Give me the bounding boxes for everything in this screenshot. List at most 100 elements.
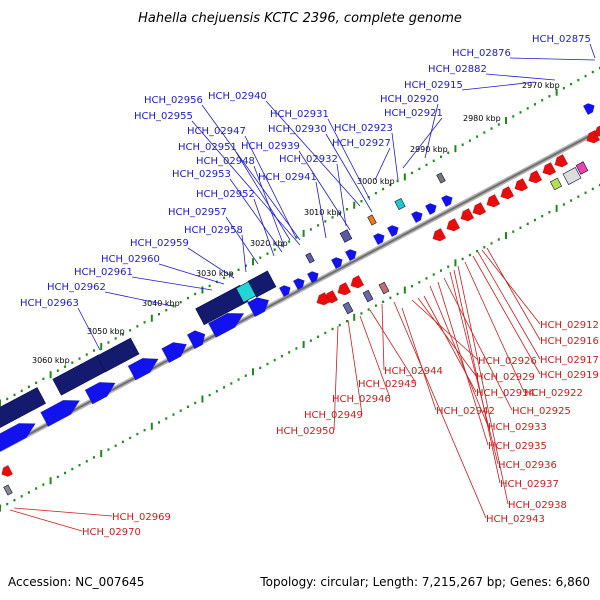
tick-minor — [6, 502, 9, 506]
tick-major — [454, 259, 457, 267]
tick-minor — [6, 397, 9, 401]
tick-minor — [237, 268, 240, 272]
tick-major — [100, 342, 103, 350]
tick-minor — [20, 389, 23, 393]
forward-gene-arrow-small — [386, 225, 399, 238]
reverse-gene-arrow — [486, 193, 501, 208]
forward-gene-arrow-small — [330, 257, 343, 270]
forward-gene-label: HCH_02923 — [334, 123, 393, 134]
tick-minor — [483, 246, 486, 249]
tick-minor — [338, 323, 341, 327]
tick-minor — [13, 499, 16, 502]
arrow-shape — [208, 312, 245, 338]
tick-major — [353, 313, 356, 321]
tick-minor — [121, 333, 124, 336]
forward-gene-label: HCH_02932 — [279, 154, 338, 165]
tick-minor — [490, 242, 493, 245]
tick-minor — [136, 325, 139, 328]
tick-minor — [136, 432, 139, 436]
reverse-leader-line — [477, 251, 541, 360]
forward-gene-label: HCH_02930 — [268, 124, 327, 135]
tick-minor — [143, 428, 146, 432]
forward-gene-arrow-small — [306, 271, 319, 284]
tick-minor — [13, 393, 16, 397]
arrow-shape — [410, 211, 423, 224]
tick-minor — [56, 369, 59, 372]
tick-minor — [548, 211, 551, 214]
forward-gene-label: HCH_02948 — [196, 156, 255, 167]
tick-minor — [280, 244, 283, 247]
tick-minor — [42, 377, 45, 380]
tick-minor — [85, 353, 88, 356]
reverse-gene-arrow — [1, 464, 14, 477]
tick-minor — [107, 448, 110, 451]
tick-minor — [439, 155, 442, 158]
tick-minor — [194, 401, 197, 405]
arrow-shape — [186, 330, 206, 350]
tick-minor — [208, 393, 211, 397]
forward-gene-label: HCH_02961 — [74, 267, 133, 278]
forward-leader-line — [391, 132, 399, 181]
forward-leader-line — [244, 135, 297, 239]
tick-minor — [512, 230, 515, 233]
tick-minor — [468, 253, 471, 257]
tick-minor — [548, 95, 551, 98]
arrow-shape — [472, 201, 487, 216]
tick-minor — [288, 240, 291, 243]
reverse-gene-arrow — [586, 129, 600, 144]
label-leader-lines — [9, 43, 596, 532]
forward-gene-label: HCH_02956 — [144, 95, 203, 106]
forward-gene-arrow — [0, 423, 36, 452]
tick-major — [302, 229, 305, 237]
tick-minor — [374, 304, 377, 307]
arrow-shape — [1, 464, 14, 477]
reverse-gene-arrow — [446, 217, 461, 232]
reverse-gene-block — [378, 281, 390, 295]
reverse-gene-label: HCH_02944 — [384, 366, 443, 377]
forward-gene-arrow — [84, 381, 116, 405]
tick-minor — [374, 191, 377, 195]
reverse-leader-line — [429, 285, 489, 427]
reverse-gene-label: HCH_02949 — [304, 410, 363, 421]
arrow-shape — [0, 423, 36, 452]
forward-gene-label: HCH_02953 — [172, 169, 231, 180]
reverse-gene-arrow — [432, 227, 447, 242]
arrow-shape — [306, 271, 319, 284]
forward-leader-line — [253, 165, 285, 247]
tick-minor — [165, 308, 168, 312]
forward-gene-label: HCH_02958 — [184, 225, 243, 236]
reverse-gene-label: HCH_02942 — [436, 406, 495, 417]
tick-minor — [541, 99, 544, 102]
tick-minor — [562, 86, 565, 90]
arrow-shape — [486, 193, 501, 208]
arrow-shape — [460, 207, 475, 222]
tick-minor — [295, 236, 298, 239]
forward-gene-label: HCH_02962 — [47, 282, 106, 293]
forward-leader-line — [235, 151, 291, 241]
forward-gene-label: HCH_02957 — [168, 207, 227, 218]
forward-leader-line — [336, 163, 347, 227]
arrow-shape — [542, 161, 557, 176]
forward-leader-line — [229, 178, 283, 253]
tick-minor — [158, 313, 161, 316]
tick-major — [505, 232, 508, 240]
forward-leader-line — [158, 263, 225, 285]
tick-minor — [396, 292, 399, 296]
tick-minor — [389, 183, 392, 187]
kbp-label: 3020 kbp — [250, 239, 288, 248]
tick-minor — [244, 374, 247, 377]
reverse-gene-arrow — [337, 281, 352, 296]
tick-major — [150, 422, 153, 430]
tick-minor — [345, 320, 348, 323]
tick-minor — [85, 460, 88, 463]
tick-minor — [425, 163, 428, 167]
forward-leader-line — [77, 307, 101, 351]
tick-minor — [35, 487, 38, 490]
forward-gene-label: HCH_02915 — [404, 80, 463, 91]
tick-major — [252, 258, 255, 266]
reverse-gene-label: HCH_02970 — [82, 527, 141, 538]
tick-minor — [194, 292, 197, 296]
forward-gene-arrow-small — [582, 103, 595, 116]
tick-minor — [273, 248, 276, 251]
